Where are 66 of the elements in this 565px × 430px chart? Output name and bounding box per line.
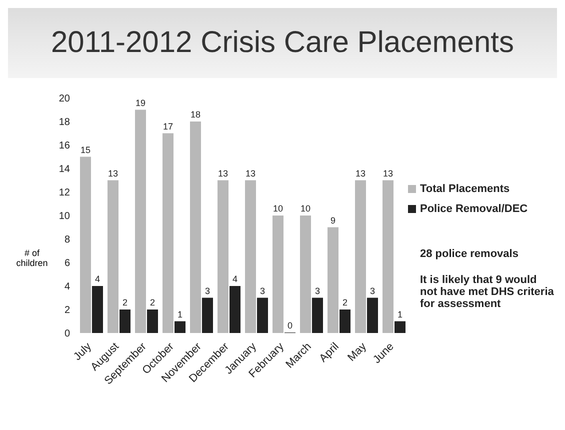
y-tick-label: 12 <box>58 188 70 199</box>
data-label: 17 <box>162 121 174 132</box>
y-tick-label: 16 <box>58 140 70 152</box>
bar <box>218 180 228 333</box>
data-label: 9 <box>330 215 336 226</box>
bar <box>257 298 268 333</box>
data-label: 1 <box>397 309 403 320</box>
bar <box>382 180 394 333</box>
bar <box>202 298 213 333</box>
x-tick-label: May <box>346 340 370 364</box>
y-tick-label: 8 <box>64 234 70 246</box>
bar <box>108 180 118 333</box>
data-label: 3 <box>314 286 320 296</box>
data-label: 2 <box>122 298 128 308</box>
data-label: 4 <box>232 274 238 284</box>
data-label: 13 <box>355 168 366 178</box>
data-label: 2 <box>150 298 156 308</box>
bar <box>355 180 366 333</box>
bar <box>328 227 338 333</box>
bar <box>230 286 240 333</box>
chart-title: 2011-2012 Crisis Care Placements <box>8 8 557 78</box>
y-axis-title: # of children <box>15 248 49 268</box>
data-label: 3 <box>204 286 210 296</box>
data-label: 19 <box>135 98 146 108</box>
y-tick-label: 20 <box>58 94 70 105</box>
y-tick-label: 10 <box>58 211 70 222</box>
data-label: 13 <box>108 168 118 178</box>
bar <box>92 286 103 333</box>
y-tick-label: 14 <box>58 164 70 176</box>
bar <box>135 110 146 333</box>
x-tick-label: July <box>72 340 94 363</box>
data-label: 3 <box>370 286 376 296</box>
data-label: 13 <box>382 168 394 178</box>
bar <box>245 180 256 333</box>
y-tick-label: 0 <box>64 328 70 340</box>
y-tick-label: 6 <box>64 258 70 270</box>
bar <box>340 310 350 333</box>
bar <box>272 216 284 333</box>
bar <box>300 216 311 333</box>
bar <box>367 298 378 333</box>
data-label: 13 <box>218 168 228 178</box>
text: It is likely that 9 would not have met DHS criteria for assessment <box>420 274 555 310</box>
bar <box>174 321 186 333</box>
text: 28 police removals <box>420 248 520 260</box>
bar <box>162 133 174 333</box>
bar <box>120 310 130 333</box>
data-label: 15 <box>80 144 91 155</box>
bar <box>312 298 323 333</box>
data-label: 13 <box>245 168 256 178</box>
bar <box>190 122 201 333</box>
bar <box>147 310 158 333</box>
y-tick-label: 18 <box>58 117 70 128</box>
data-label: 10 <box>300 204 311 214</box>
y-tick-label: 2 <box>64 305 70 316</box>
data-label: 0 <box>287 320 293 330</box>
data-label: 3 <box>260 286 266 296</box>
data-label: 18 <box>190 110 201 120</box>
legend-label: Police Removal/DEC <box>420 203 528 215</box>
data-label: 1 <box>177 309 183 320</box>
data-label: 10 <box>272 204 284 214</box>
legend-label: Total Placements <box>420 183 510 195</box>
y-tick-label: 4 <box>64 282 70 293</box>
data-label: 4 <box>94 274 100 284</box>
bar <box>80 156 91 333</box>
data-label: 2 <box>342 298 348 308</box>
bar <box>394 321 406 333</box>
